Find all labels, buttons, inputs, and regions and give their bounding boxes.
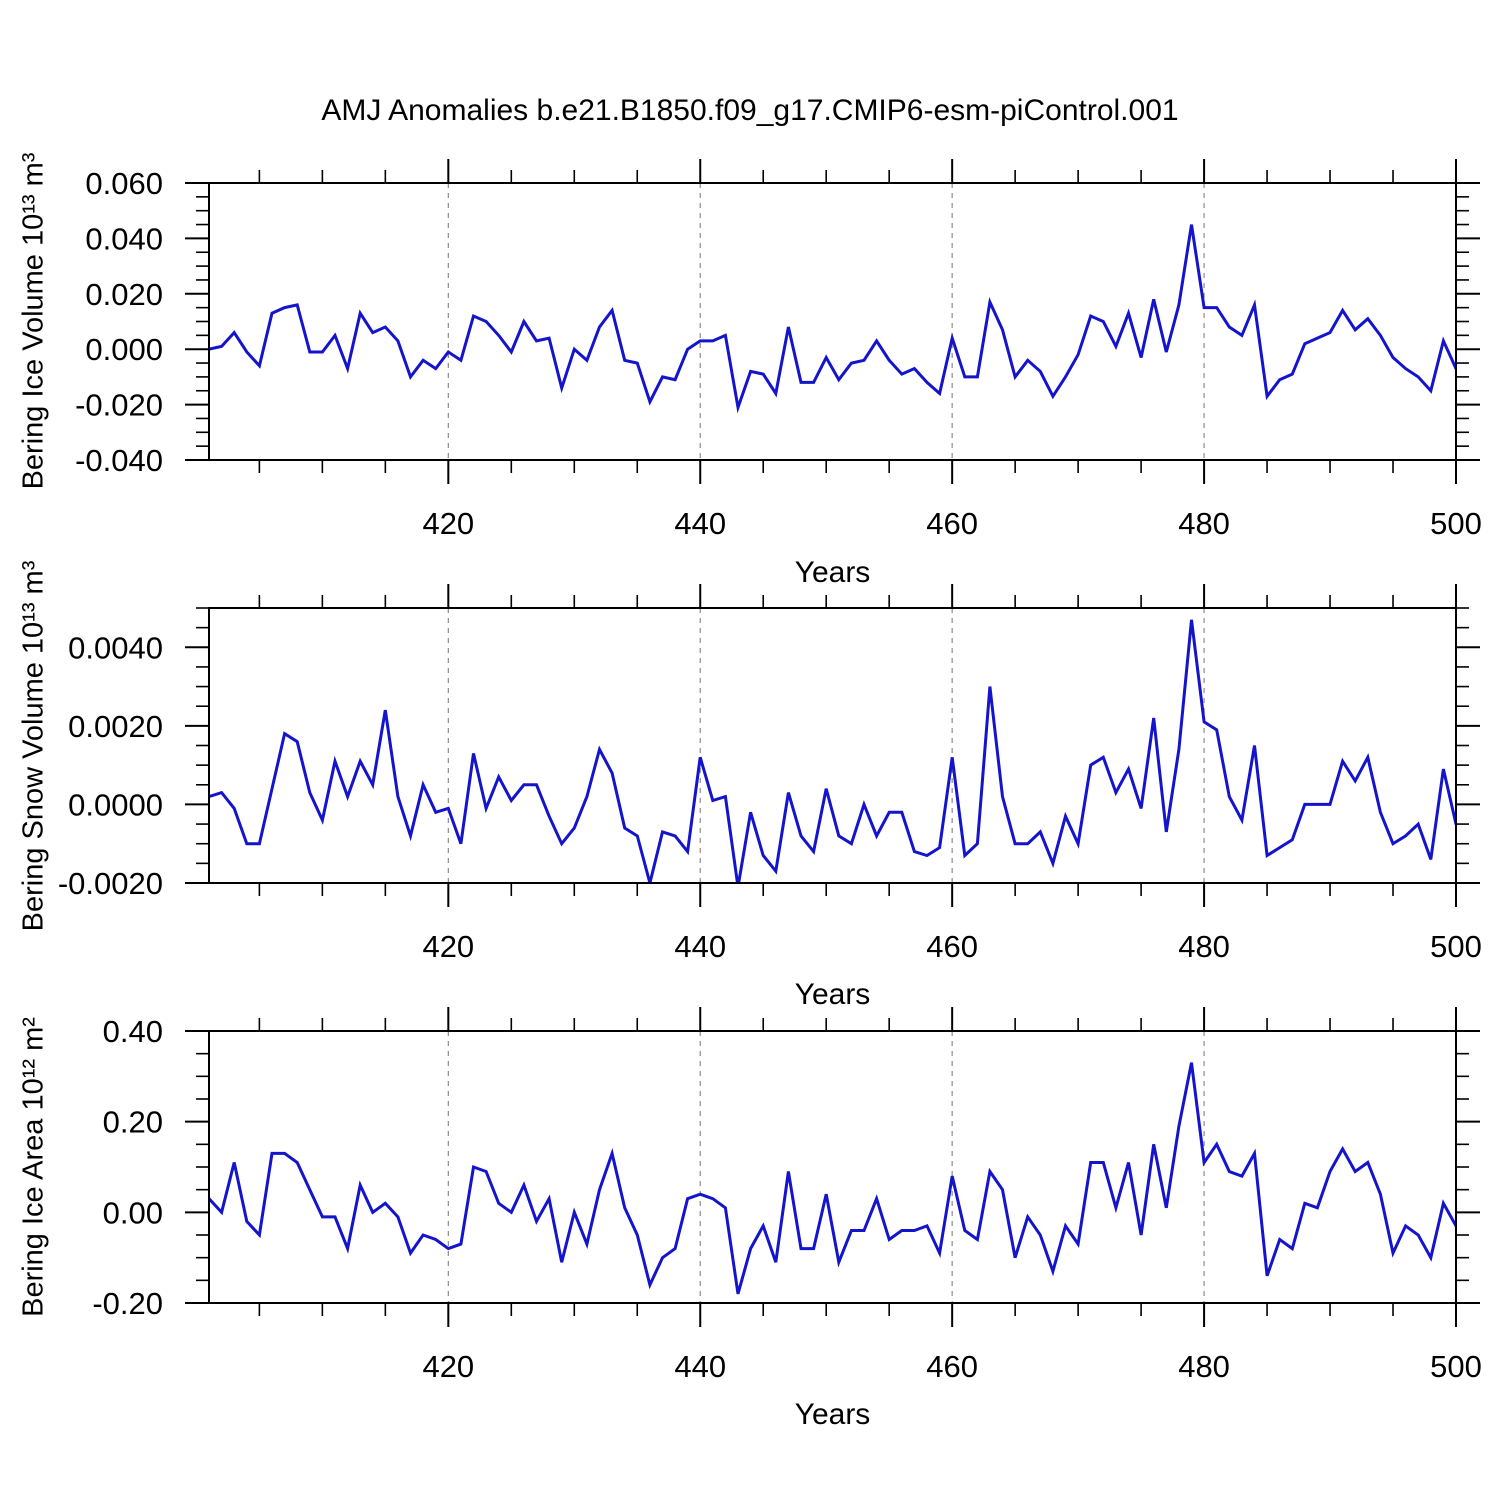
y-tick-label: 0.20 bbox=[103, 1105, 163, 1140]
x-tick-label: 420 bbox=[422, 929, 474, 964]
panel-frame bbox=[208, 1030, 1457, 1304]
y-tick-label: -0.20 bbox=[92, 1286, 163, 1321]
y-axis-title-ice-volume: Bering Ice Volume 10¹³ m³ bbox=[17, 152, 50, 490]
series-line-bering-ice-area bbox=[209, 1062, 1456, 1295]
x-tick-label: 440 bbox=[674, 1349, 726, 1384]
y-tick-label: -0.0020 bbox=[58, 866, 163, 901]
x-tick-label: 500 bbox=[1430, 929, 1482, 964]
x-tick-label: 440 bbox=[674, 506, 726, 541]
series-line-bering-snow-volume bbox=[209, 619, 1456, 883]
y-tick-label: 0.40 bbox=[103, 1014, 163, 1049]
y-tick-label: 0.0020 bbox=[68, 709, 163, 744]
x-tick-label: 460 bbox=[926, 929, 978, 964]
y-tick-label: -0.040 bbox=[75, 443, 163, 478]
x-tick-label: 500 bbox=[1430, 1349, 1482, 1384]
y-tick-label: 0.000 bbox=[85, 332, 163, 367]
x-tick-label: 480 bbox=[1178, 929, 1230, 964]
panel-bering-ice-area: 420 440 460 480 500 0.40 0.20 0.00 -0.20 bbox=[92, 1007, 1482, 1384]
x-axis-title-years-2: Years bbox=[794, 978, 871, 1011]
x-tick-label: 420 bbox=[422, 506, 474, 541]
y-tick-label: -0.020 bbox=[75, 388, 163, 423]
x-axis-title-years-1: Years bbox=[794, 556, 871, 589]
y-tick-label: 0.0040 bbox=[68, 630, 163, 665]
x-tick-label: 500 bbox=[1430, 506, 1482, 541]
x-axis-title-years-3: Years bbox=[794, 1398, 871, 1431]
x-tick-label: 480 bbox=[1178, 1349, 1230, 1384]
y-tick-label: 0.020 bbox=[85, 277, 163, 312]
y-axis-title-snow-volume: Bering Snow Volume 10¹³ m³ bbox=[17, 560, 50, 932]
y-tick-label: 0.00 bbox=[103, 1195, 163, 1230]
panel-frame bbox=[208, 607, 1457, 884]
y-tick-label: 0.040 bbox=[85, 221, 163, 256]
series-line-bering-ice-volume bbox=[209, 224, 1456, 414]
x-tick-label: 420 bbox=[422, 1349, 474, 1384]
panel-frame bbox=[208, 182, 1457, 461]
x-tick-label: 460 bbox=[926, 1349, 978, 1384]
x-tick-label: 440 bbox=[674, 929, 726, 964]
x-tick-label: 460 bbox=[926, 506, 978, 541]
chart-title: AMJ Anomalies b.e21.B1850.f09_g17.CMIP6-… bbox=[321, 94, 1179, 127]
y-axis-title-ice-area: Bering Ice Area 10¹² m² bbox=[17, 1017, 50, 1317]
y-tick-label: 0.0000 bbox=[68, 787, 163, 822]
x-tick-label: 480 bbox=[1178, 506, 1230, 541]
panel-bering-ice-volume: 420 440 460 480 500 0.060 0.040 0.020 0.000 -0.02… bbox=[75, 159, 1482, 541]
panel-bering-snow-volume: 420 440 460 480 500 0.0040 0.0020 0.0000 -0.0020 bbox=[58, 584, 1482, 964]
y-tick-label: 0.060 bbox=[85, 166, 163, 201]
